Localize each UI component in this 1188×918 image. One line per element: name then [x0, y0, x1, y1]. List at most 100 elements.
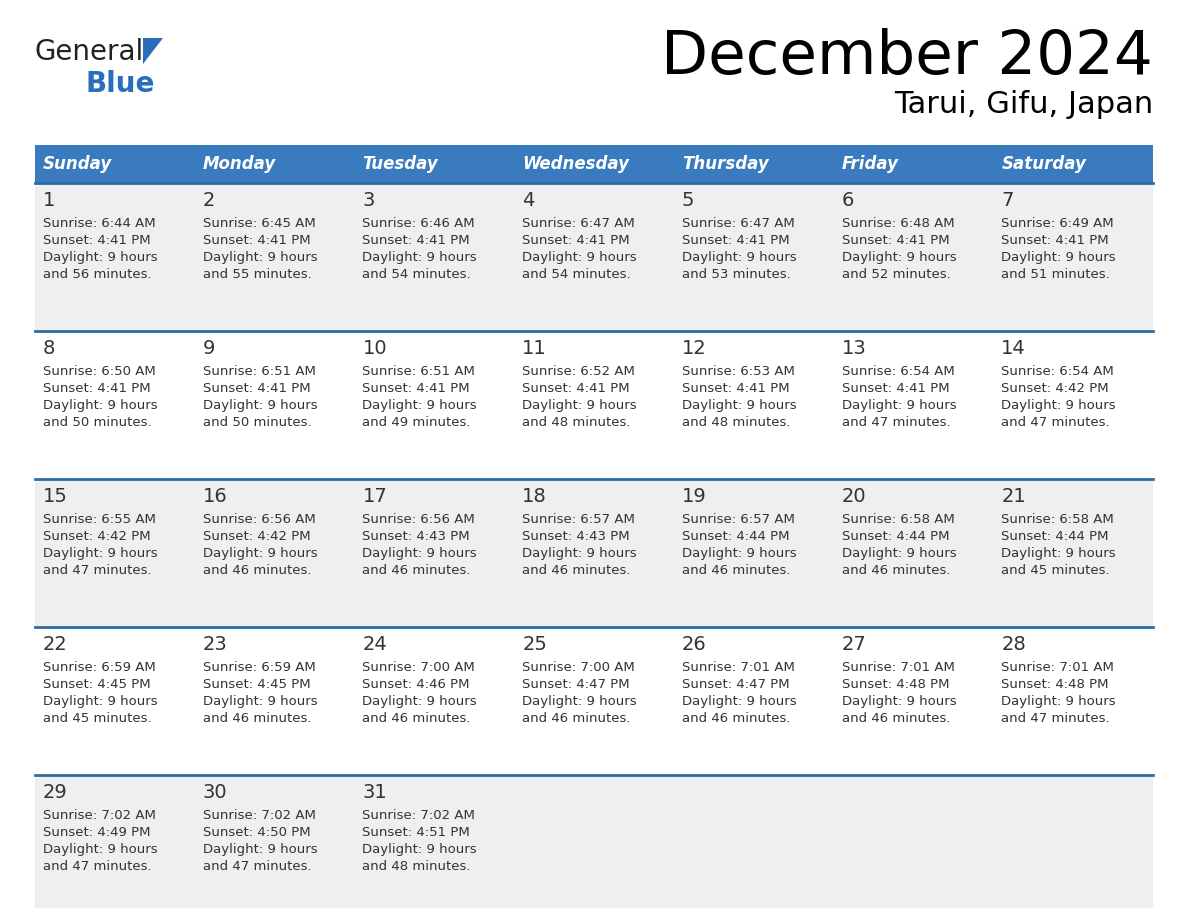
Text: 23: 23: [203, 635, 227, 654]
Text: Sunrise: 6:56 AM: Sunrise: 6:56 AM: [362, 513, 475, 526]
Text: and 51 minutes.: and 51 minutes.: [1001, 268, 1110, 281]
Text: Sunrise: 6:49 AM: Sunrise: 6:49 AM: [1001, 217, 1114, 230]
Text: 14: 14: [1001, 339, 1026, 358]
Text: Sunrise: 7:01 AM: Sunrise: 7:01 AM: [682, 661, 795, 674]
Text: and 47 minutes.: and 47 minutes.: [43, 860, 152, 873]
Text: Sunset: 4:41 PM: Sunset: 4:41 PM: [682, 382, 790, 395]
Text: Sunrise: 7:01 AM: Sunrise: 7:01 AM: [1001, 661, 1114, 674]
Text: Sunrise: 6:46 AM: Sunrise: 6:46 AM: [362, 217, 475, 230]
Text: Sunset: 4:41 PM: Sunset: 4:41 PM: [841, 382, 949, 395]
Text: and 48 minutes.: and 48 minutes.: [362, 860, 470, 873]
Text: Daylight: 9 hours: Daylight: 9 hours: [362, 399, 478, 412]
Text: 1: 1: [43, 191, 56, 210]
Text: Sunrise: 6:57 AM: Sunrise: 6:57 AM: [523, 513, 636, 526]
Text: Sunset: 4:44 PM: Sunset: 4:44 PM: [1001, 530, 1108, 543]
Text: Sunset: 4:41 PM: Sunset: 4:41 PM: [682, 234, 790, 247]
Text: and 45 minutes.: and 45 minutes.: [1001, 564, 1110, 577]
Text: 22: 22: [43, 635, 68, 654]
Text: and 46 minutes.: and 46 minutes.: [841, 564, 950, 577]
Text: Friday: Friday: [841, 155, 898, 173]
Text: Sunset: 4:43 PM: Sunset: 4:43 PM: [362, 530, 470, 543]
Text: Sunset: 4:41 PM: Sunset: 4:41 PM: [43, 382, 151, 395]
Text: Sunset: 4:41 PM: Sunset: 4:41 PM: [523, 234, 630, 247]
Text: Daylight: 9 hours: Daylight: 9 hours: [1001, 547, 1116, 560]
Text: 4: 4: [523, 191, 535, 210]
Text: Sunset: 4:48 PM: Sunset: 4:48 PM: [1001, 678, 1108, 691]
Text: Sunrise: 6:44 AM: Sunrise: 6:44 AM: [43, 217, 156, 230]
Text: Daylight: 9 hours: Daylight: 9 hours: [841, 399, 956, 412]
Text: 2: 2: [203, 191, 215, 210]
Text: and 47 minutes.: and 47 minutes.: [841, 416, 950, 429]
Text: Daylight: 9 hours: Daylight: 9 hours: [682, 251, 796, 264]
Bar: [34, 627, 1154, 775]
Text: 13: 13: [841, 339, 866, 358]
Text: Sunset: 4:44 PM: Sunset: 4:44 PM: [682, 530, 789, 543]
Text: and 47 minutes.: and 47 minutes.: [203, 860, 311, 873]
Text: Sunset: 4:41 PM: Sunset: 4:41 PM: [203, 382, 310, 395]
Text: Sunrise: 7:01 AM: Sunrise: 7:01 AM: [841, 661, 954, 674]
Text: Sunrise: 7:02 AM: Sunrise: 7:02 AM: [43, 809, 156, 822]
Text: Sunset: 4:41 PM: Sunset: 4:41 PM: [841, 234, 949, 247]
Text: Sunset: 4:42 PM: Sunset: 4:42 PM: [43, 530, 151, 543]
Text: Sunset: 4:45 PM: Sunset: 4:45 PM: [203, 678, 310, 691]
Text: Daylight: 9 hours: Daylight: 9 hours: [523, 399, 637, 412]
Bar: [34, 331, 1154, 479]
Text: Daylight: 9 hours: Daylight: 9 hours: [362, 695, 478, 708]
Text: Blue: Blue: [86, 70, 154, 98]
Text: Wednesday: Wednesday: [523, 155, 630, 173]
Text: Thursday: Thursday: [682, 155, 769, 173]
Text: and 54 minutes.: and 54 minutes.: [362, 268, 472, 281]
Bar: [354, 145, 514, 183]
Text: Sunrise: 7:00 AM: Sunrise: 7:00 AM: [523, 661, 634, 674]
Text: Sunrise: 6:59 AM: Sunrise: 6:59 AM: [43, 661, 156, 674]
Text: and 46 minutes.: and 46 minutes.: [682, 712, 790, 725]
Text: and 46 minutes.: and 46 minutes.: [203, 564, 311, 577]
Text: Sunset: 4:50 PM: Sunset: 4:50 PM: [203, 826, 310, 839]
Text: Sunrise: 6:55 AM: Sunrise: 6:55 AM: [43, 513, 156, 526]
Text: Sunset: 4:42 PM: Sunset: 4:42 PM: [203, 530, 310, 543]
Text: Sunrise: 6:54 AM: Sunrise: 6:54 AM: [1001, 365, 1114, 378]
Text: General: General: [34, 38, 144, 66]
Text: 29: 29: [43, 783, 68, 802]
Text: 16: 16: [203, 487, 227, 506]
Text: and 47 minutes.: and 47 minutes.: [1001, 712, 1110, 725]
Text: 19: 19: [682, 487, 707, 506]
Bar: [674, 145, 834, 183]
Text: Daylight: 9 hours: Daylight: 9 hours: [1001, 399, 1116, 412]
Text: and 48 minutes.: and 48 minutes.: [523, 416, 631, 429]
Text: Sunrise: 6:47 AM: Sunrise: 6:47 AM: [523, 217, 634, 230]
Text: 30: 30: [203, 783, 227, 802]
Text: Sunrise: 6:52 AM: Sunrise: 6:52 AM: [523, 365, 636, 378]
Text: Sunrise: 7:00 AM: Sunrise: 7:00 AM: [362, 661, 475, 674]
Text: Sunset: 4:51 PM: Sunset: 4:51 PM: [362, 826, 470, 839]
Text: 24: 24: [362, 635, 387, 654]
Text: Sunset: 4:47 PM: Sunset: 4:47 PM: [523, 678, 630, 691]
Text: Sunset: 4:41 PM: Sunset: 4:41 PM: [43, 234, 151, 247]
Text: Daylight: 9 hours: Daylight: 9 hours: [362, 547, 478, 560]
Text: Daylight: 9 hours: Daylight: 9 hours: [43, 547, 158, 560]
Text: Sunrise: 6:45 AM: Sunrise: 6:45 AM: [203, 217, 316, 230]
Text: and 46 minutes.: and 46 minutes.: [841, 712, 950, 725]
Text: and 54 minutes.: and 54 minutes.: [523, 268, 631, 281]
Bar: [834, 145, 993, 183]
Text: Sunrise: 7:02 AM: Sunrise: 7:02 AM: [203, 809, 316, 822]
Text: and 46 minutes.: and 46 minutes.: [362, 564, 470, 577]
Text: Sunset: 4:43 PM: Sunset: 4:43 PM: [523, 530, 630, 543]
Text: Daylight: 9 hours: Daylight: 9 hours: [203, 251, 317, 264]
Text: and 46 minutes.: and 46 minutes.: [523, 712, 631, 725]
Bar: [514, 145, 674, 183]
Text: 17: 17: [362, 487, 387, 506]
Text: Daylight: 9 hours: Daylight: 9 hours: [43, 251, 158, 264]
Text: Daylight: 9 hours: Daylight: 9 hours: [682, 399, 796, 412]
Text: 10: 10: [362, 339, 387, 358]
Text: Daylight: 9 hours: Daylight: 9 hours: [43, 695, 158, 708]
Text: Daylight: 9 hours: Daylight: 9 hours: [841, 251, 956, 264]
Text: Sunset: 4:42 PM: Sunset: 4:42 PM: [1001, 382, 1108, 395]
Text: Saturday: Saturday: [1001, 155, 1086, 173]
Text: Daylight: 9 hours: Daylight: 9 hours: [841, 547, 956, 560]
Text: 12: 12: [682, 339, 707, 358]
Text: and 52 minutes.: and 52 minutes.: [841, 268, 950, 281]
Text: and 48 minutes.: and 48 minutes.: [682, 416, 790, 429]
Text: Tarui, Gifu, Japan: Tarui, Gifu, Japan: [893, 90, 1154, 119]
Text: Daylight: 9 hours: Daylight: 9 hours: [43, 399, 158, 412]
